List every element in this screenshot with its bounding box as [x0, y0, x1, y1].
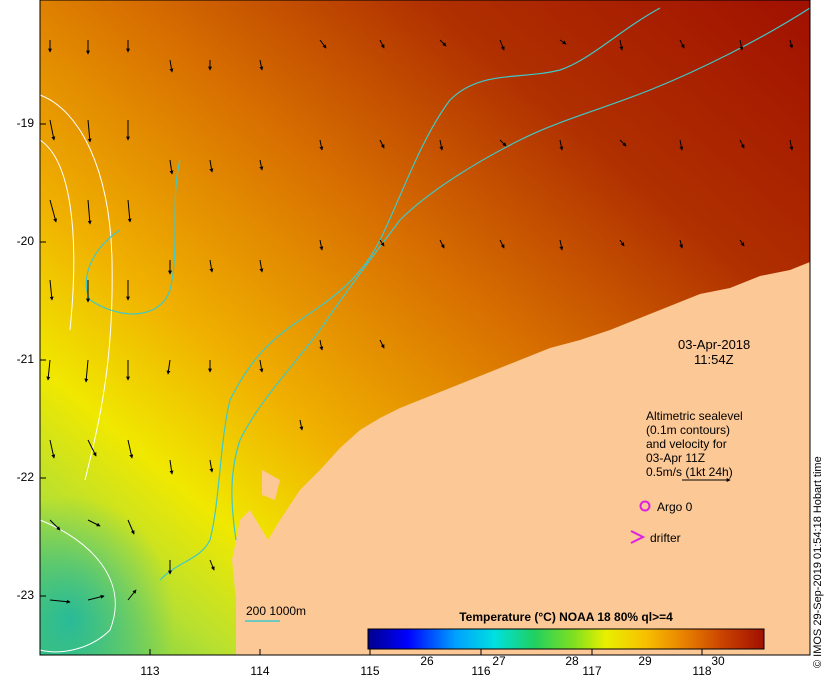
date-label: 03-Apr-2018 [678, 337, 751, 352]
colorbar-title: Temperature (°C) NOAA 18 80% ql>=4 [459, 610, 673, 624]
argo-marker [639, 500, 651, 512]
colorbar-tick: 26 [420, 654, 434, 668]
lon-label: 115 [360, 664, 380, 678]
credit-text: © IMOS 29-Sep-2019 01:54:18 Hobart time [812, 456, 824, 668]
lon-label: 118 [692, 664, 712, 678]
velocity-vectors [46, 39, 794, 604]
altimetry-note-line: and velocity for [646, 437, 727, 451]
altimetry-note-line: 03-Apr 11Z [646, 451, 706, 465]
lon-label: 116 [471, 664, 491, 678]
time-label: 11:54Z [694, 352, 734, 367]
lon-label: 114 [250, 664, 270, 678]
colorbar-tick: 29 [638, 654, 652, 668]
drifter-marker [630, 530, 646, 544]
colorbar-tick: 28 [565, 654, 579, 668]
lon-label: 117 [582, 664, 602, 678]
isobath-legend-label: 200 1000m [246, 604, 307, 618]
isobath-contours [85, 7, 811, 581]
peninsula [262, 470, 280, 500]
colorbar-tick: 30 [711, 654, 725, 668]
velocity-scale-label: 0.5m/s (1kt 24h) [646, 465, 733, 479]
lat-label: -23 [16, 588, 34, 602]
lon-label: 113 [140, 664, 160, 678]
sealevel-contours [39, 94, 116, 653]
lat-label: -20 [16, 234, 34, 248]
lat-label: -21 [16, 352, 34, 366]
land-mass [232, 262, 810, 655]
colorbar-tick: 27 [492, 654, 506, 668]
altimetry-note-line: (0.1m contours) [646, 423, 731, 437]
lat-label: -19 [16, 116, 34, 130]
argo-label: Argo 0 [657, 500, 693, 514]
plot-frame [39, 0, 811, 656]
drifter-label: drifter [650, 531, 681, 545]
axis-ticks [40, 123, 703, 655]
lat-label: -22 [16, 470, 34, 484]
altimetry-note-line: Altimetric sealevel [646, 409, 743, 423]
colorbar [367, 628, 765, 650]
